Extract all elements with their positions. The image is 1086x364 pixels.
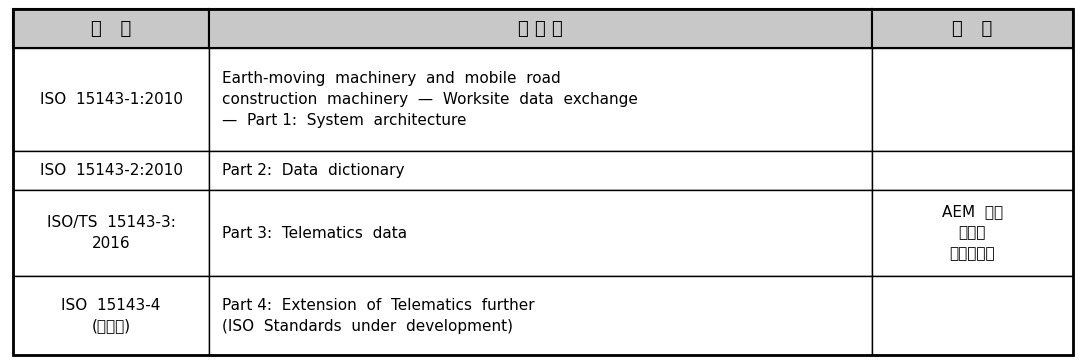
Text: Earth-moving  machinery  and  mobile  road
construction  machinery  —  Worksite : Earth-moving machinery and mobile road c… (223, 71, 639, 128)
Bar (872, 276, 1073, 355)
Bar (210, 276, 872, 355)
Bar (210, 190, 872, 276)
Text: Part 2:  Data  dictionary: Part 2: Data dictionary (223, 163, 405, 178)
Text: Part 4:  Extension  of  Telematics  further
(ISO  Standards  under  development): Part 4: Extension of Telematics further … (223, 298, 534, 333)
Bar (210, 151, 872, 190)
Bar (13, 9, 210, 48)
Text: ISO  15143-2:2010: ISO 15143-2:2010 (39, 163, 182, 178)
Text: AEM  단체
표준을
국제표준화: AEM 단체 표준을 국제표준화 (942, 205, 1002, 262)
Text: 구   분: 구 분 (91, 20, 131, 38)
Text: ISO/TS  15143-3:
2016: ISO/TS 15143-3: 2016 (47, 215, 176, 251)
Bar (210, 9, 872, 48)
Bar (872, 9, 1073, 48)
Text: 비   고: 비 고 (952, 20, 993, 38)
Text: Part 3:  Telematics  data: Part 3: Telematics data (223, 226, 407, 241)
Bar (13, 151, 210, 190)
Bar (872, 190, 1073, 276)
Text: ISO  15143-1:2010: ISO 15143-1:2010 (39, 92, 182, 107)
Bar (872, 151, 1073, 190)
Bar (13, 190, 210, 276)
Bar (872, 48, 1073, 151)
Bar (210, 48, 872, 151)
Text: ISO  15143-4
(계획중): ISO 15143-4 (계획중) (62, 298, 161, 333)
Bar (13, 48, 210, 151)
Text: 표 준 명: 표 준 명 (518, 20, 563, 38)
Bar (13, 276, 210, 355)
